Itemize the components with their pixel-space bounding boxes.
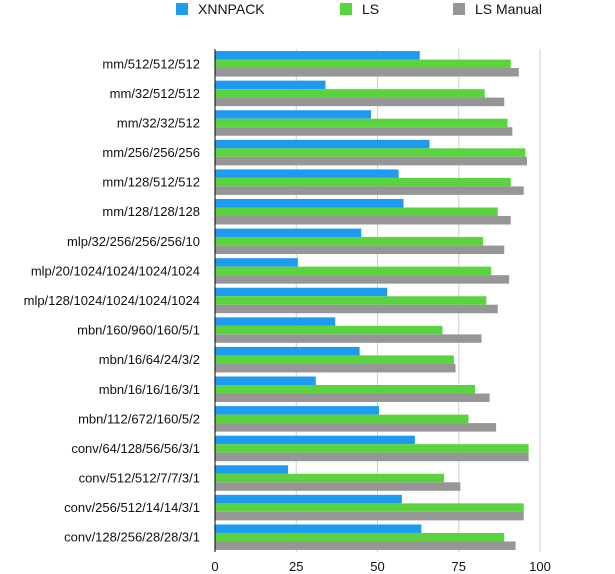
- bar-xnnpack: [215, 51, 420, 60]
- bar-ls: [215, 296, 487, 305]
- category-label: mbn/112/672/160/5/2: [78, 411, 200, 426]
- bar-xnnpack: [215, 110, 371, 119]
- bar-xnnpack: [215, 80, 326, 90]
- bar-xnnpack: [215, 169, 399, 178]
- bar-xnnpack: [215, 524, 422, 533]
- bar-ls-manual: [215, 334, 482, 343]
- category-label: mlp/128/1024/1024/1024/1024: [24, 293, 200, 308]
- bar-ls-manual: [215, 363, 456, 373]
- bar-ls: [215, 385, 475, 394]
- category-label: conv/128/256/28/28/3/1: [64, 530, 200, 545]
- bar-ls-manual: [215, 245, 505, 255]
- legend-swatch: [176, 3, 188, 15]
- bar-ls: [215, 118, 508, 128]
- category-label: mm/32/512/512: [110, 86, 200, 101]
- category-label: mlp/20/1024/1024/1024/1024: [31, 263, 200, 278]
- bar-xnnpack: [215, 494, 402, 504]
- category-label: mbn/16/16/16/3/1: [99, 382, 200, 397]
- bar-ls-manual: [215, 304, 498, 314]
- bar-ls: [215, 325, 443, 335]
- legend-label: XNNPACK: [198, 1, 265, 17]
- legend-label: LS Manual: [475, 1, 542, 17]
- bars: [215, 51, 529, 550]
- bar-ls: [215, 355, 454, 364]
- legend-swatch: [340, 3, 352, 15]
- bar-xnnpack: [215, 139, 430, 149]
- bar-ls-manual: [215, 541, 516, 550]
- bar-ls: [215, 207, 498, 216]
- category-label: mbn/160/960/160/5/1: [77, 323, 200, 338]
- category-label: conv/64/128/56/56/3/1: [71, 441, 200, 456]
- bar-ls-manual: [215, 393, 490, 403]
- category-labels: mm/512/512/512 mm/32/512/512 mm/32/32/512 m…: [24, 56, 200, 544]
- x-tick-label: 25: [289, 559, 303, 574]
- category-label: mm/128/128/128: [102, 204, 200, 219]
- category-label: mm/128/512/512: [102, 175, 200, 190]
- bar-ls-manual: [215, 127, 513, 136]
- category-label: conv/256/512/14/14/3/1: [64, 500, 200, 515]
- bar-ls-manual: [215, 97, 505, 107]
- bar-ls: [215, 148, 526, 157]
- bar-ls-manual: [215, 68, 519, 77]
- bar-ls: [215, 414, 469, 424]
- bar-ls-manual: [215, 511, 524, 521]
- bar-ls: [215, 266, 492, 276]
- bar-ls-manual: [215, 482, 461, 491]
- bar-xnnpack: [215, 376, 316, 386]
- bar-ls: [215, 177, 511, 187]
- category-label: mbn/16/64/24/3/2: [99, 352, 200, 367]
- bar-ls: [215, 503, 524, 512]
- x-tick-label: 50: [370, 559, 384, 574]
- category-label: mm/32/32/512: [117, 115, 200, 130]
- bar-ls-manual: [215, 156, 527, 166]
- bar-ls-manual: [215, 452, 529, 462]
- x-tick-label: 0: [211, 559, 218, 574]
- bar-ls-manual: [215, 215, 511, 225]
- bar-ls: [215, 59, 511, 69]
- bar-xnnpack: [215, 198, 404, 208]
- bar-ls-manual: [215, 423, 497, 432]
- legend: XNNPACK LS LS Manual: [176, 1, 542, 17]
- bar-ls: [215, 89, 485, 98]
- bar-ls: [215, 237, 484, 246]
- legend-swatch: [453, 3, 465, 15]
- x-tick-label: 75: [452, 559, 466, 574]
- category-label: mlp/32/256/256/256/10: [67, 234, 200, 249]
- legend-label: LS: [362, 1, 379, 17]
- bar-ls: [215, 532, 505, 542]
- bar-ls: [215, 444, 529, 453]
- bar-xnnpack: [215, 287, 388, 297]
- bar-ls: [215, 473, 445, 483]
- bar-xnnpack: [215, 406, 380, 415]
- category-label: conv/512/512/7/7/3/1: [79, 471, 200, 486]
- bar-ls-manual: [215, 186, 524, 195]
- x-axis-ticks: 0 25 50 75 100: [211, 559, 550, 574]
- bar-xnnpack: [215, 346, 360, 356]
- x-tick-label: 100: [529, 559, 551, 574]
- bar-ls-manual: [215, 275, 510, 284]
- bar-xnnpack: [215, 435, 415, 445]
- bar-xnnpack: [215, 258, 298, 267]
- category-label: mm/256/256/256: [102, 145, 200, 160]
- bar-xnnpack: [215, 465, 289, 474]
- bar-xnnpack: [215, 228, 362, 238]
- category-label: mm/512/512/512: [102, 56, 200, 71]
- bar-xnnpack: [215, 317, 336, 326]
